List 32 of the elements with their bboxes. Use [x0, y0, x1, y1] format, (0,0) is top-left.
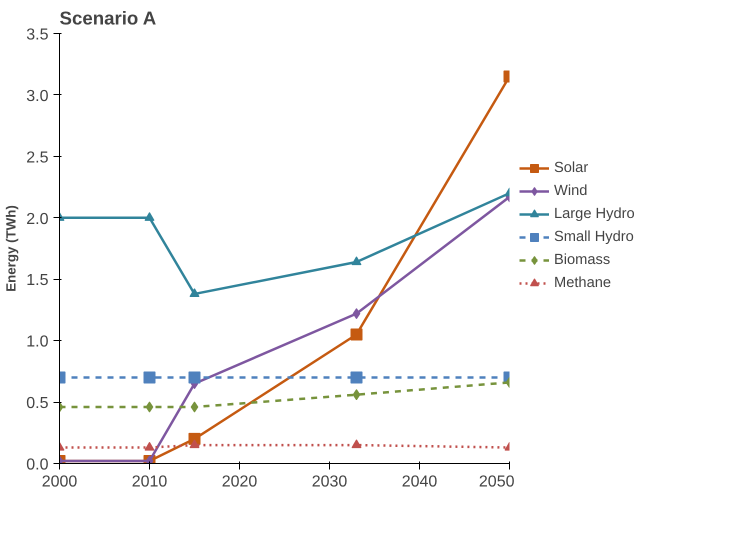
- point: [352, 439, 362, 448]
- x-tick-label: 2040: [402, 474, 438, 490]
- x-tick-label: 2020: [222, 474, 258, 490]
- legend-label: Methane: [554, 275, 612, 292]
- point: [144, 442, 154, 451]
- y-tick-label: 0.0: [26, 456, 49, 474]
- x-tick-label: 2030: [312, 474, 348, 490]
- point: [144, 372, 156, 384]
- y-tick-label: 3.0: [26, 88, 49, 105]
- x-tick-label: 2050: [478, 474, 515, 490]
- y-tick-label: 0.5: [26, 395, 49, 412]
- point: [188, 372, 200, 384]
- chart-title: Scenario A: [60, 8, 156, 28]
- point: [190, 439, 200, 448]
- legend-label: Large Hydro: [554, 206, 635, 222]
- x-tick-label: 2000: [42, 474, 78, 490]
- legend-label: Small Hydro: [554, 229, 634, 246]
- point: [352, 256, 362, 266]
- legend-label: Biomass: [554, 252, 610, 268]
- y-tick-label: 3.5: [26, 26, 49, 44]
- legend-label: Wind: [554, 183, 588, 200]
- y-tick-label: 1.0: [26, 334, 49, 351]
- point: [350, 372, 362, 384]
- y-axis-title: Energy (TWh): [3, 205, 18, 292]
- y-tick-label: 1.5: [26, 272, 49, 290]
- legend-label: Solar: [554, 160, 588, 176]
- x-tick-label: 2010: [132, 474, 168, 490]
- point: [144, 212, 154, 221]
- point: [190, 288, 200, 298]
- y-tick-label: 2.5: [26, 149, 49, 166]
- point: [350, 328, 362, 340]
- y-tick-label: 2.0: [26, 210, 49, 228]
